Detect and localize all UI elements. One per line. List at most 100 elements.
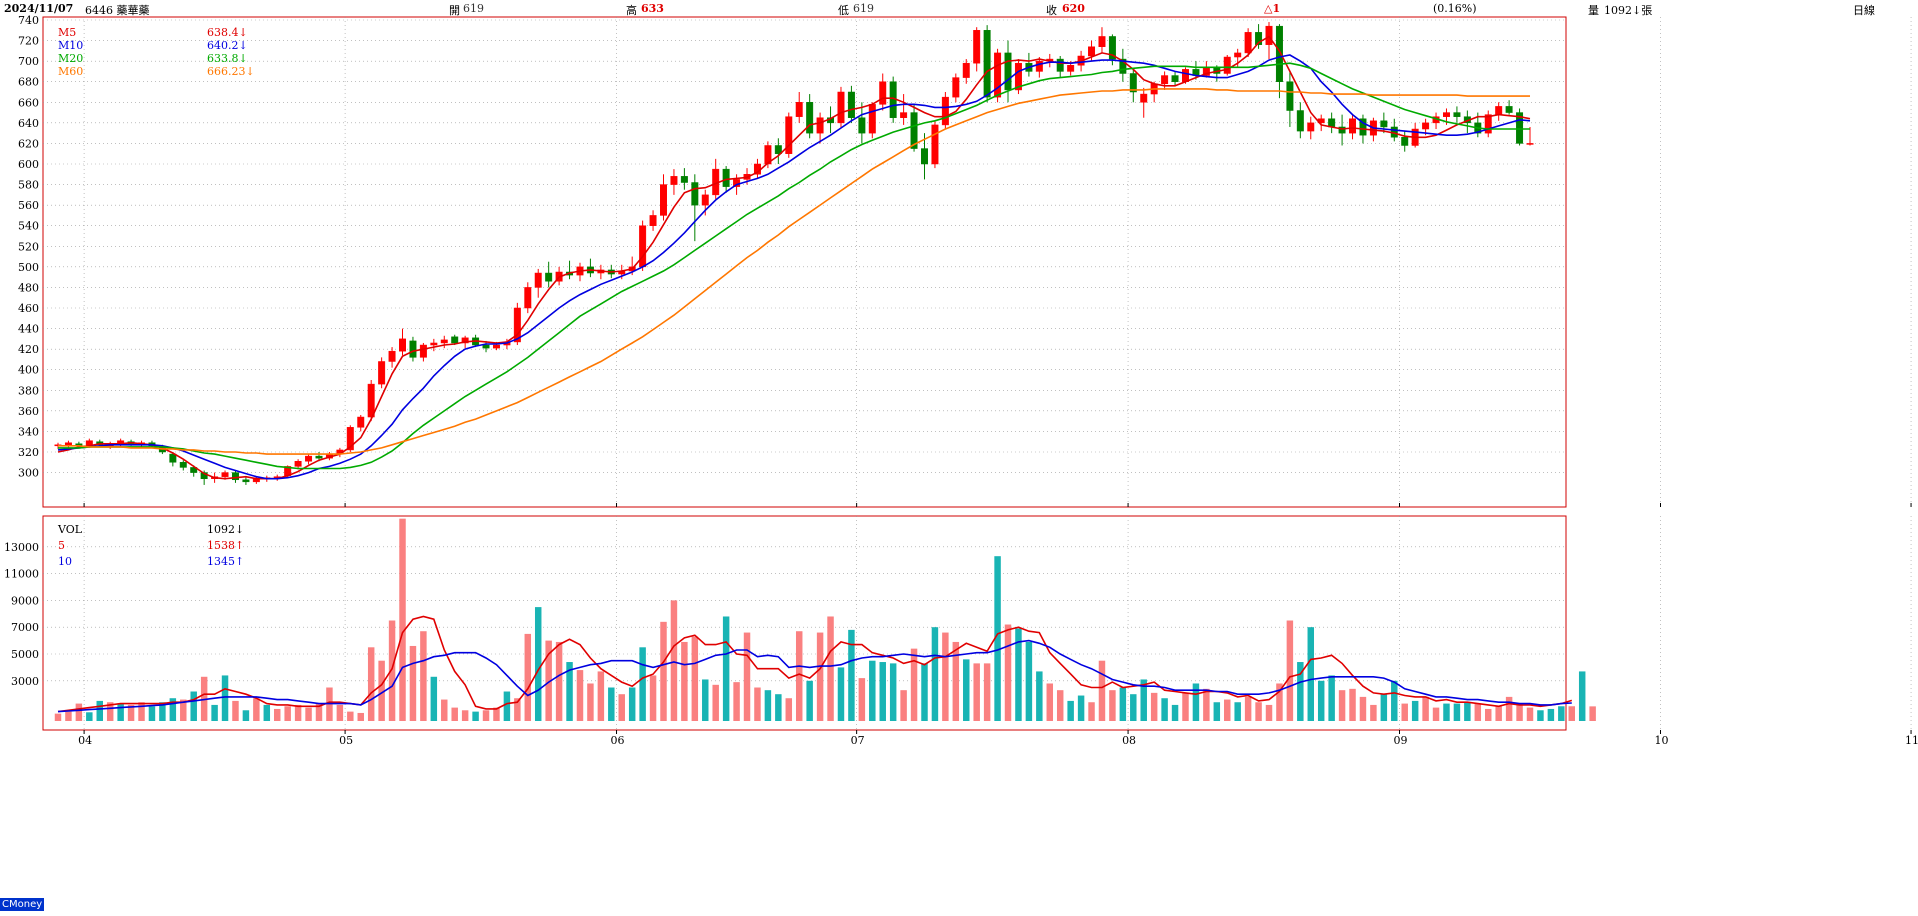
- volume-bar: [514, 698, 521, 721]
- month-label: 06: [611, 734, 625, 747]
- volume-bar: [232, 700, 239, 721]
- volume-bar: [221, 675, 229, 721]
- candle-body: [534, 272, 542, 288]
- candle-body: [1265, 25, 1273, 45]
- candle-body: [837, 91, 845, 124]
- candle-body: [440, 339, 448, 344]
- candle-body: [1275, 25, 1283, 82]
- candle-body: [670, 176, 678, 185]
- volume-bar: [816, 632, 824, 721]
- volume-bar: [608, 687, 615, 721]
- volume-bar: [357, 712, 364, 721]
- volume-bar: [378, 660, 385, 721]
- month-label: 04: [78, 734, 92, 747]
- volume-bar: [503, 691, 511, 721]
- stock-name: 6446 藥華藥: [85, 4, 150, 17]
- volume-bar: [534, 607, 542, 721]
- volume-bar: [1401, 703, 1408, 721]
- candle-body: [973, 30, 981, 64]
- candle-body: [847, 91, 855, 118]
- period-button[interactable]: 日線: [1853, 4, 1875, 17]
- candle-body: [952, 77, 960, 98]
- volume-bar: [618, 694, 625, 721]
- volume-bar: [1558, 706, 1565, 721]
- volume-bar: [86, 712, 93, 721]
- volume-bar: [691, 636, 699, 721]
- vol-legend-value: 1538↑: [207, 539, 244, 552]
- volume-bar: [1077, 695, 1085, 721]
- volume-bar: [1578, 671, 1586, 721]
- volume-bar: [409, 645, 417, 721]
- volume-bar: [305, 707, 312, 721]
- volume-bar: [1391, 680, 1398, 721]
- vol-legend-name: 10: [58, 555, 72, 568]
- vol-legend-value: 1092↓: [207, 523, 244, 536]
- legend-name: M5: [58, 26, 76, 39]
- volume-bar: [127, 704, 135, 721]
- volume-bar: [1380, 694, 1388, 721]
- volume-bar: [65, 711, 72, 721]
- volume-bar: [1526, 707, 1534, 721]
- volume-bar: [54, 713, 62, 721]
- candle-body: [649, 215, 657, 226]
- legend-name: M10: [58, 39, 83, 52]
- vol-ma-line-10: [57, 639, 1572, 713]
- volume-bar: [211, 704, 218, 721]
- volume-bar: [441, 699, 448, 721]
- candle-body: [1453, 112, 1461, 117]
- volume-bar: [952, 641, 960, 721]
- vol-legend-name: 5: [58, 539, 65, 552]
- volume-bar: [461, 710, 469, 721]
- price-tick-label: 340: [18, 425, 39, 438]
- candle-body: [1526, 143, 1534, 145]
- volume-bar: [169, 698, 177, 721]
- candle-body: [639, 225, 647, 268]
- ma-line-m20: [58, 62, 1530, 470]
- price-panel-frame: [42, 16, 1567, 508]
- price-tick-label: 700: [18, 55, 39, 68]
- volume-bar: [858, 678, 866, 721]
- volume-bar: [493, 707, 500, 721]
- volume-bar: [1130, 694, 1137, 721]
- price-tick-label: 680: [18, 76, 39, 89]
- volume-bar: [1286, 620, 1294, 721]
- candle-body: [1495, 106, 1503, 115]
- candle-body: [409, 340, 417, 358]
- volume-bar: [1547, 708, 1555, 721]
- candle-body: [388, 350, 396, 362]
- volume-bar: [148, 706, 156, 721]
- candle-body: [994, 52, 1002, 98]
- candle-body: [806, 102, 814, 134]
- candle-body: [1004, 52, 1012, 91]
- volume-bar: [1495, 706, 1502, 721]
- open-label: 開: [449, 4, 460, 17]
- candle-body: [1234, 52, 1242, 58]
- candle-body: [660, 184, 667, 216]
- volume-bar: [1422, 696, 1429, 721]
- volume-bars-group: [54, 518, 1596, 721]
- volume-bar: [1338, 690, 1346, 721]
- price-tick-label: 720: [18, 35, 39, 48]
- price-tick-label: 420: [18, 343, 39, 356]
- volume-bar: [253, 698, 260, 721]
- volume-bar: [869, 660, 876, 721]
- volume-bar: [1443, 703, 1450, 721]
- volume-bar: [712, 684, 719, 721]
- volume-bar: [931, 627, 939, 721]
- price-tick-label: 580: [18, 179, 39, 192]
- change-pct: (0.16%): [1433, 2, 1477, 15]
- volume-bar: [754, 687, 761, 721]
- volume-bar: [263, 704, 271, 721]
- brand-logo: CMoney: [0, 898, 45, 911]
- legend-value: 638.4↓: [207, 26, 248, 39]
- candle-body: [190, 467, 198, 473]
- candle-body: [1108, 36, 1116, 60]
- volume-bar: [399, 518, 406, 721]
- volume-bar: [879, 662, 886, 721]
- volume-bar: [367, 647, 375, 721]
- price-tick-label: 620: [18, 137, 39, 150]
- high-value: 633: [641, 2, 664, 15]
- volume-bar: [660, 621, 667, 721]
- volume-bar: [1453, 703, 1461, 721]
- volume-bar: [451, 707, 458, 721]
